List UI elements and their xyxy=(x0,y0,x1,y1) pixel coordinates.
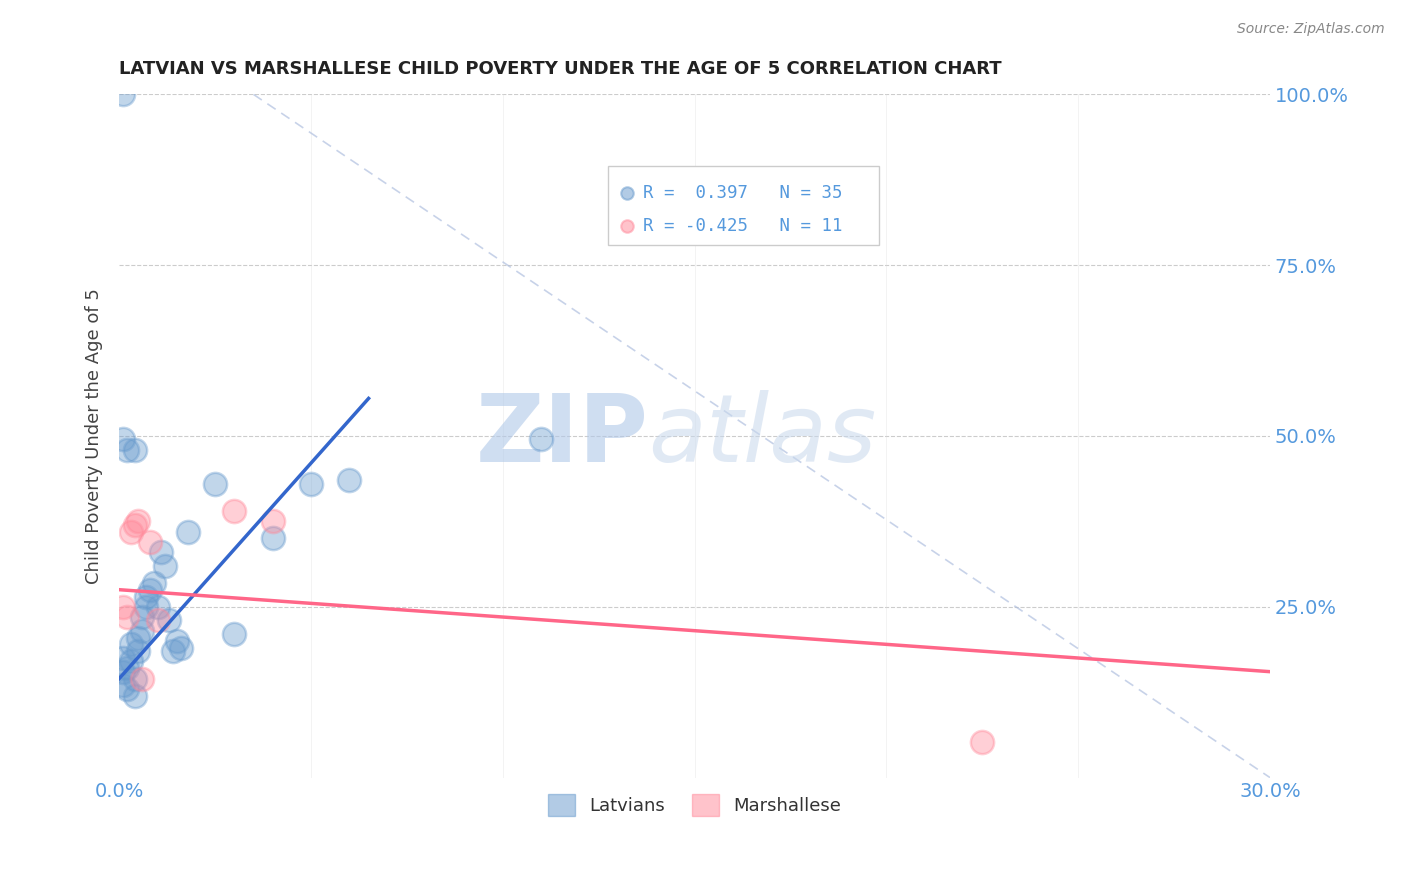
Point xyxy=(120,524,142,539)
Point xyxy=(204,476,226,491)
Text: R = -0.425   N = 11: R = -0.425 N = 11 xyxy=(643,217,842,235)
Point xyxy=(127,515,149,529)
Text: Source: ZipAtlas.com: Source: ZipAtlas.com xyxy=(1237,22,1385,37)
Point xyxy=(157,614,180,628)
Point xyxy=(972,735,994,749)
Y-axis label: Child Poverty Under the Age of 5: Child Poverty Under the Age of 5 xyxy=(86,288,103,584)
Point xyxy=(120,637,142,651)
Point xyxy=(115,442,138,457)
Point xyxy=(224,504,246,518)
Point xyxy=(224,627,246,641)
Point xyxy=(127,644,149,658)
Point xyxy=(169,640,191,655)
Point xyxy=(124,672,146,686)
Point xyxy=(166,634,188,648)
Text: R =  0.397   N = 35: R = 0.397 N = 35 xyxy=(643,185,842,202)
Point xyxy=(115,681,138,696)
Point xyxy=(112,599,135,614)
Point xyxy=(120,655,142,669)
Point xyxy=(112,87,135,102)
Point xyxy=(530,433,553,447)
Point xyxy=(139,534,162,549)
Point xyxy=(124,517,146,532)
Point xyxy=(112,678,135,692)
Point xyxy=(262,532,284,546)
Point xyxy=(155,558,177,573)
Point xyxy=(150,545,173,559)
Point xyxy=(262,515,284,529)
Point xyxy=(142,575,165,590)
Point xyxy=(162,644,184,658)
Point xyxy=(146,599,169,614)
Legend: Latvians, Marshallese: Latvians, Marshallese xyxy=(540,787,849,823)
Point xyxy=(115,610,138,624)
Point xyxy=(339,474,361,488)
Point xyxy=(124,689,146,703)
Point xyxy=(131,624,153,638)
Point xyxy=(135,599,157,614)
Point xyxy=(112,651,135,665)
Text: LATVIAN VS MARSHALLESE CHILD POVERTY UNDER THE AGE OF 5 CORRELATION CHART: LATVIAN VS MARSHALLESE CHILD POVERTY UND… xyxy=(120,60,1002,78)
Point xyxy=(139,582,162,597)
Point xyxy=(131,672,153,686)
Point xyxy=(146,614,169,628)
FancyBboxPatch shape xyxy=(609,166,879,244)
Point xyxy=(177,524,200,539)
Point xyxy=(112,665,135,679)
Point xyxy=(135,590,157,604)
Point xyxy=(299,476,322,491)
Text: atlas: atlas xyxy=(648,391,877,482)
Point xyxy=(127,631,149,645)
Point xyxy=(124,442,146,457)
Text: ZIP: ZIP xyxy=(475,390,648,482)
Point xyxy=(115,661,138,675)
Point xyxy=(112,433,135,447)
Point xyxy=(131,610,153,624)
